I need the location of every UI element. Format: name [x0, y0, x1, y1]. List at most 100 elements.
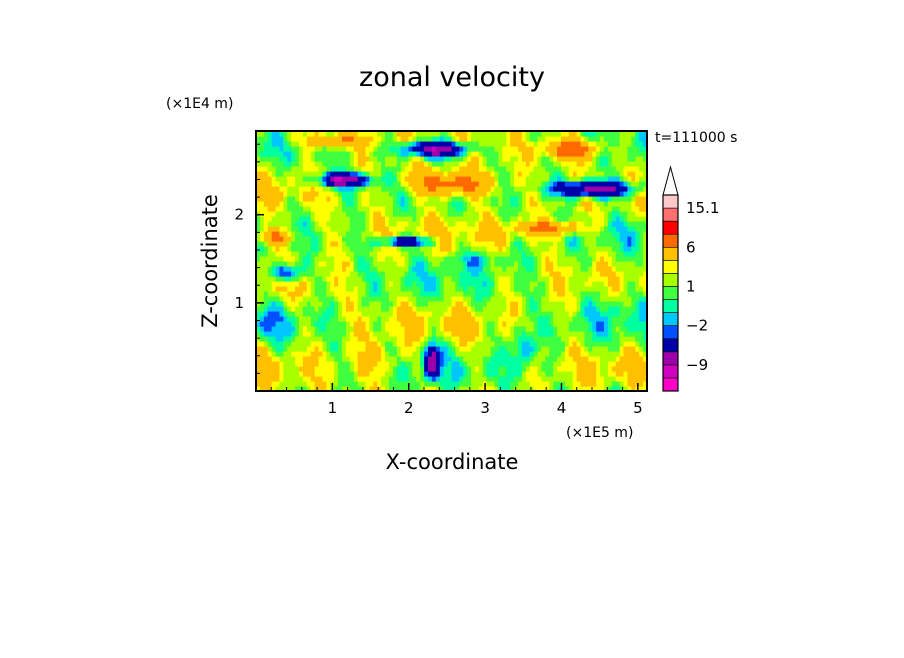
- heatmap-cell: [388, 156, 394, 162]
- heatmap-cell: [287, 166, 292, 172]
- heatmap-cell: [256, 351, 261, 357]
- heatmap-cell: [330, 136, 335, 142]
- heatmap-cell: [283, 321, 288, 327]
- heatmap-cell: [334, 386, 339, 392]
- heatmap-cell: [533, 321, 539, 327]
- heatmap-cell: [529, 176, 535, 182]
- heatmap-cell: [521, 206, 527, 212]
- heatmap-cell: [537, 226, 543, 232]
- heatmap-cell: [435, 191, 441, 197]
- heatmap-cell: [388, 266, 394, 272]
- heatmap-cell: [330, 356, 335, 362]
- heatmap-cell: [283, 161, 288, 167]
- heatmap-cell: [580, 276, 586, 282]
- heatmap-cell: [506, 341, 511, 347]
- heatmap-cell: [310, 311, 316, 317]
- heatmap-cell: [310, 191, 316, 197]
- heatmap-cell: [287, 351, 292, 357]
- heatmap-cell: [525, 356, 531, 362]
- heatmap-cell: [447, 256, 453, 262]
- heatmap-cell: [439, 266, 445, 272]
- heatmap-cell: [580, 146, 586, 152]
- heatmap-cell: [322, 231, 327, 237]
- heatmap-cell: [396, 136, 402, 142]
- heatmap-cell: [478, 231, 484, 237]
- heatmap-cell: [330, 321, 335, 327]
- heatmap-cell: [416, 361, 421, 367]
- heatmap-cell: [521, 161, 527, 167]
- heatmap-cell: [557, 346, 562, 352]
- heatmap-cell: [338, 226, 343, 232]
- heatmap-cell: [467, 231, 472, 237]
- heatmap-cell: [588, 301, 593, 307]
- heatmap-cell: [553, 311, 558, 317]
- heatmap-cell: [568, 271, 574, 277]
- heatmap-cell: [607, 376, 613, 382]
- heatmap-cell: [357, 261, 363, 267]
- heatmap-cell: [463, 151, 468, 157]
- heatmap-cell: [291, 231, 296, 237]
- heatmap-cell: [568, 336, 574, 342]
- heatmap-cell: [334, 296, 339, 302]
- heatmap-cell: [568, 291, 574, 297]
- heatmap-cell: [490, 316, 496, 322]
- heatmap-cell: [564, 291, 570, 297]
- heatmap-cell: [510, 231, 515, 237]
- heatmap-cell: [330, 201, 335, 207]
- heatmap-cell: [443, 186, 449, 192]
- heatmap-cell: [381, 191, 386, 197]
- heatmap-cell: [342, 151, 347, 157]
- heatmap-cell: [455, 386, 460, 392]
- heatmap-cell: [537, 336, 543, 342]
- heatmap-cell: [342, 371, 347, 377]
- heatmap-cell: [271, 356, 277, 362]
- heatmap-cell: [435, 381, 441, 387]
- heatmap-cell: [517, 366, 523, 372]
- heatmap-cell: [326, 216, 331, 222]
- heatmap-cell: [455, 231, 460, 237]
- heatmap-cell: [330, 196, 335, 202]
- heatmap-cell: [428, 371, 433, 377]
- heatmap-cell: [392, 241, 398, 247]
- heatmap-cell: [349, 156, 355, 162]
- heatmap-cell: [576, 381, 582, 387]
- heatmap-cell: [459, 216, 464, 222]
- heatmap-cell: [467, 186, 472, 192]
- heatmap-cell: [428, 331, 433, 337]
- heatmap-cell: [603, 386, 609, 392]
- heatmap-cell: [342, 311, 347, 317]
- heatmap-cell: [338, 361, 343, 367]
- heatmap-cell: [256, 136, 261, 142]
- heatmap-cell: [529, 261, 535, 267]
- heatmap-cell: [439, 171, 445, 177]
- heatmap-cell: [314, 346, 320, 352]
- heatmap-cell: [537, 371, 543, 377]
- heatmap-cell: [334, 356, 339, 362]
- heatmap-cell: [545, 226, 550, 232]
- heatmap-cell: [299, 321, 304, 327]
- heatmap-cell: [295, 231, 300, 237]
- heatmap-cell: [373, 251, 378, 257]
- heatmap-cell: [314, 286, 320, 292]
- heatmap-cell: [619, 166, 625, 172]
- heatmap-cell: [478, 261, 484, 267]
- heatmap-cell: [267, 201, 273, 207]
- heatmap-cell: [463, 206, 468, 212]
- heatmap-cell: [537, 376, 543, 382]
- heatmap-cell: [576, 271, 582, 277]
- heatmap-cell: [338, 136, 343, 142]
- heatmap-cell: [256, 321, 261, 327]
- heatmap-cell: [560, 306, 566, 312]
- heatmap-cell: [498, 131, 503, 137]
- heatmap-cell: [326, 366, 331, 372]
- heatmap-cell: [474, 216, 480, 222]
- heatmap-cell: [299, 241, 304, 247]
- heatmap-cell: [627, 286, 632, 292]
- heatmap-cell: [256, 166, 261, 172]
- heatmap-cell: [259, 286, 265, 292]
- heatmap-cell: [592, 186, 597, 192]
- heatmap-cell: [306, 206, 312, 212]
- heatmap-cell: [596, 281, 601, 287]
- heatmap-cell: [521, 356, 527, 362]
- heatmap-cell: [510, 271, 515, 277]
